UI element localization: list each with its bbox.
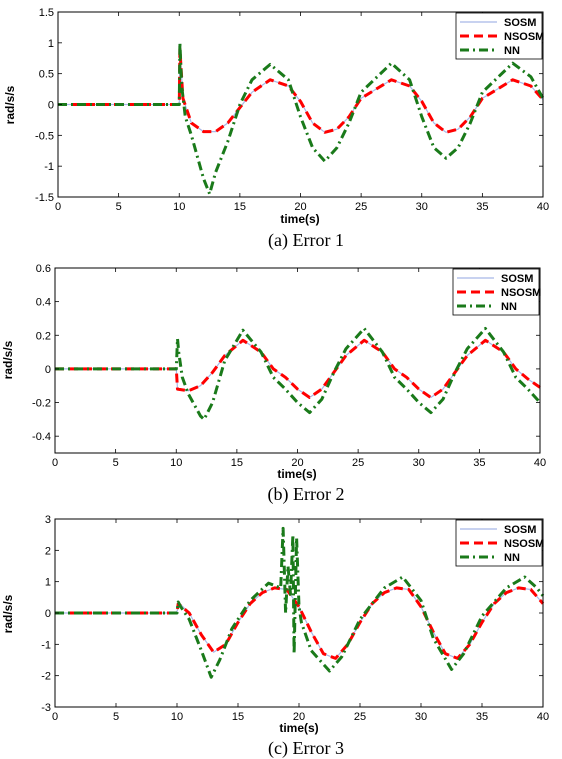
y-tick-label: 1 [45,577,51,589]
x-tick-label: 30 [415,711,427,723]
x-tick-label: 30 [416,201,428,213]
x-axis-label: time(s) [280,212,319,226]
legend-label-sosm: SOSM [504,524,536,536]
y-tick-label: 0.5 [39,69,54,81]
x-tick-label: 20 [291,457,303,469]
y-tick-label: -2 [41,671,51,683]
x-tick-label: 30 [413,457,425,469]
series-line-nn [55,526,545,679]
y-tick-label: 2 [45,545,51,557]
x-axis-label: time(s) [277,467,316,481]
x-tick-label: 10 [170,457,182,469]
y-tick-label: 0.4 [36,297,51,309]
y-tick-label: 1.5 [39,7,54,19]
y-tick-label: 0 [48,100,54,112]
x-tick-label: 20 [294,201,306,213]
panel-caption: (a) Error 1 [268,230,344,251]
legend-box [452,268,540,316]
x-tick-label: 25 [352,457,364,469]
x-tick-label: 0 [52,457,58,469]
y-axis-label: rad/s/s [3,85,17,124]
legend-label-nsosm: NSOSM [504,31,544,43]
x-tick-label: 20 [293,711,305,723]
x-tick-label: 5 [116,201,122,213]
chart-panel-b: 0 5 10 15 20 25 30 35 40 -0.4 -0.2 0 0.2 0.4 0.6 SOSM … [1,263,546,505]
y-tick-label: 0.2 [36,330,51,342]
chart-panel-a: 0 5 10 15 20 25 30 35 40 -1.5 -1 -0.5 0 0.5 1 1.5 SOSM … [3,7,549,251]
x-tick-label: 35 [473,457,485,469]
legend-label-sosm: SOSM [504,17,536,29]
legend-label-nn: NN [504,45,520,57]
panel-caption: (b) Error 2 [268,484,345,505]
x-tick-label: 0 [55,201,61,213]
legend-label-nsosm: NSOSM [504,538,544,550]
y-tick-label: 3 [45,514,51,526]
x-tick-label: 35 [476,711,488,723]
legend-box [455,519,543,567]
chart-panel-c: 0 5 10 15 20 25 30 35 40 -3 -2 -1 0 1 2 3 SOSM NSOSM NN… [1,514,549,759]
series-line-nn [55,327,542,421]
y-axis-label: rad/s/s [1,340,15,379]
x-tick-label: 25 [354,711,366,723]
y-tick-label: -0.5 [35,130,54,142]
y-tick-label: 0 [45,608,51,620]
y-tick-label: -3 [41,702,51,714]
x-tick-label: 5 [113,711,119,723]
y-axis-label: rad/s/s [1,594,15,633]
series-line-sosm [55,339,541,399]
x-axis-label: time(s) [279,721,318,735]
x-tick-label: 25 [355,201,367,213]
legend: SOSM NSOSM NN [455,12,544,60]
x-tick-label: 0 [52,711,58,723]
legend: SOSM NSOSM NN [452,268,541,316]
x-tick-label: 40 [534,457,546,469]
x-tick-label: 5 [113,457,119,469]
y-tick-label: 0 [45,364,51,376]
x-tick-label: 35 [476,201,488,213]
series-line-nn [58,41,545,196]
y-tick-label: -0.4 [32,431,51,443]
y-tick-label: -1 [41,639,51,651]
x-tick-label: 40 [537,711,549,723]
x-tick-label: 15 [234,201,246,213]
x-tick-label: 15 [231,457,243,469]
series-line-nsosm [55,586,545,660]
y-tick-label: -1.5 [35,192,54,204]
legend-label-nsosm: NSOSM [501,287,541,299]
legend-label-sosm: SOSM [501,273,533,285]
legend-label-nn: NN [504,552,520,564]
panel-caption: (c) Error 3 [268,738,344,759]
y-tick-label: -1 [44,161,54,173]
x-tick-label: 10 [173,201,185,213]
x-tick-label: 10 [171,711,183,723]
y-tick-label: -0.2 [32,398,51,410]
legend-box [455,12,543,60]
y-tick-label: 1 [48,38,54,50]
legend-label-nn: NN [501,301,517,313]
y-tick-label: 0.6 [36,263,51,275]
x-tick-label: 15 [232,711,244,723]
x-tick-label: 40 [537,201,549,213]
series-line-nsosm [58,47,545,134]
legend: SOSM NSOSM NN [455,519,544,567]
